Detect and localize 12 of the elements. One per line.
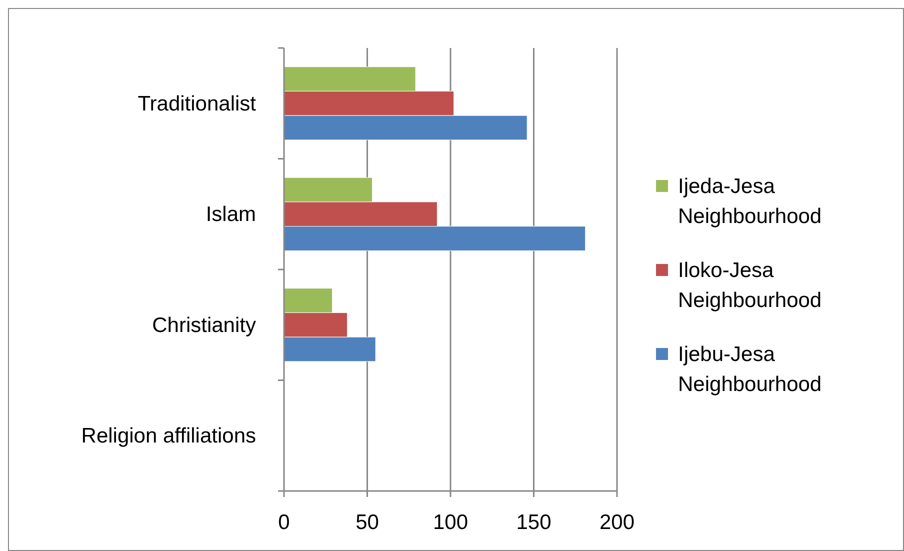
x-tick-label: 150 <box>516 511 552 534</box>
x-tick-label: 100 <box>432 511 468 534</box>
x-tick-label: 200 <box>599 511 635 534</box>
legend-label: Ijeda-Jesa Neighbourhood <box>678 175 822 228</box>
y-tick-label: Islam <box>206 203 256 226</box>
y-tick-label: Christianity <box>152 314 256 337</box>
x-tick-label: 0 <box>278 511 290 534</box>
y-tick-label: Traditionalist <box>138 92 256 116</box>
y-tick-label: Religion affiliations <box>81 424 256 448</box>
x-tick-label: 50 <box>356 511 379 534</box>
legend-label: Ijebu-Jesa Neighbourhood <box>678 343 822 396</box>
legend-label: Iloko-Jesa Neighbourhood <box>678 259 822 312</box>
